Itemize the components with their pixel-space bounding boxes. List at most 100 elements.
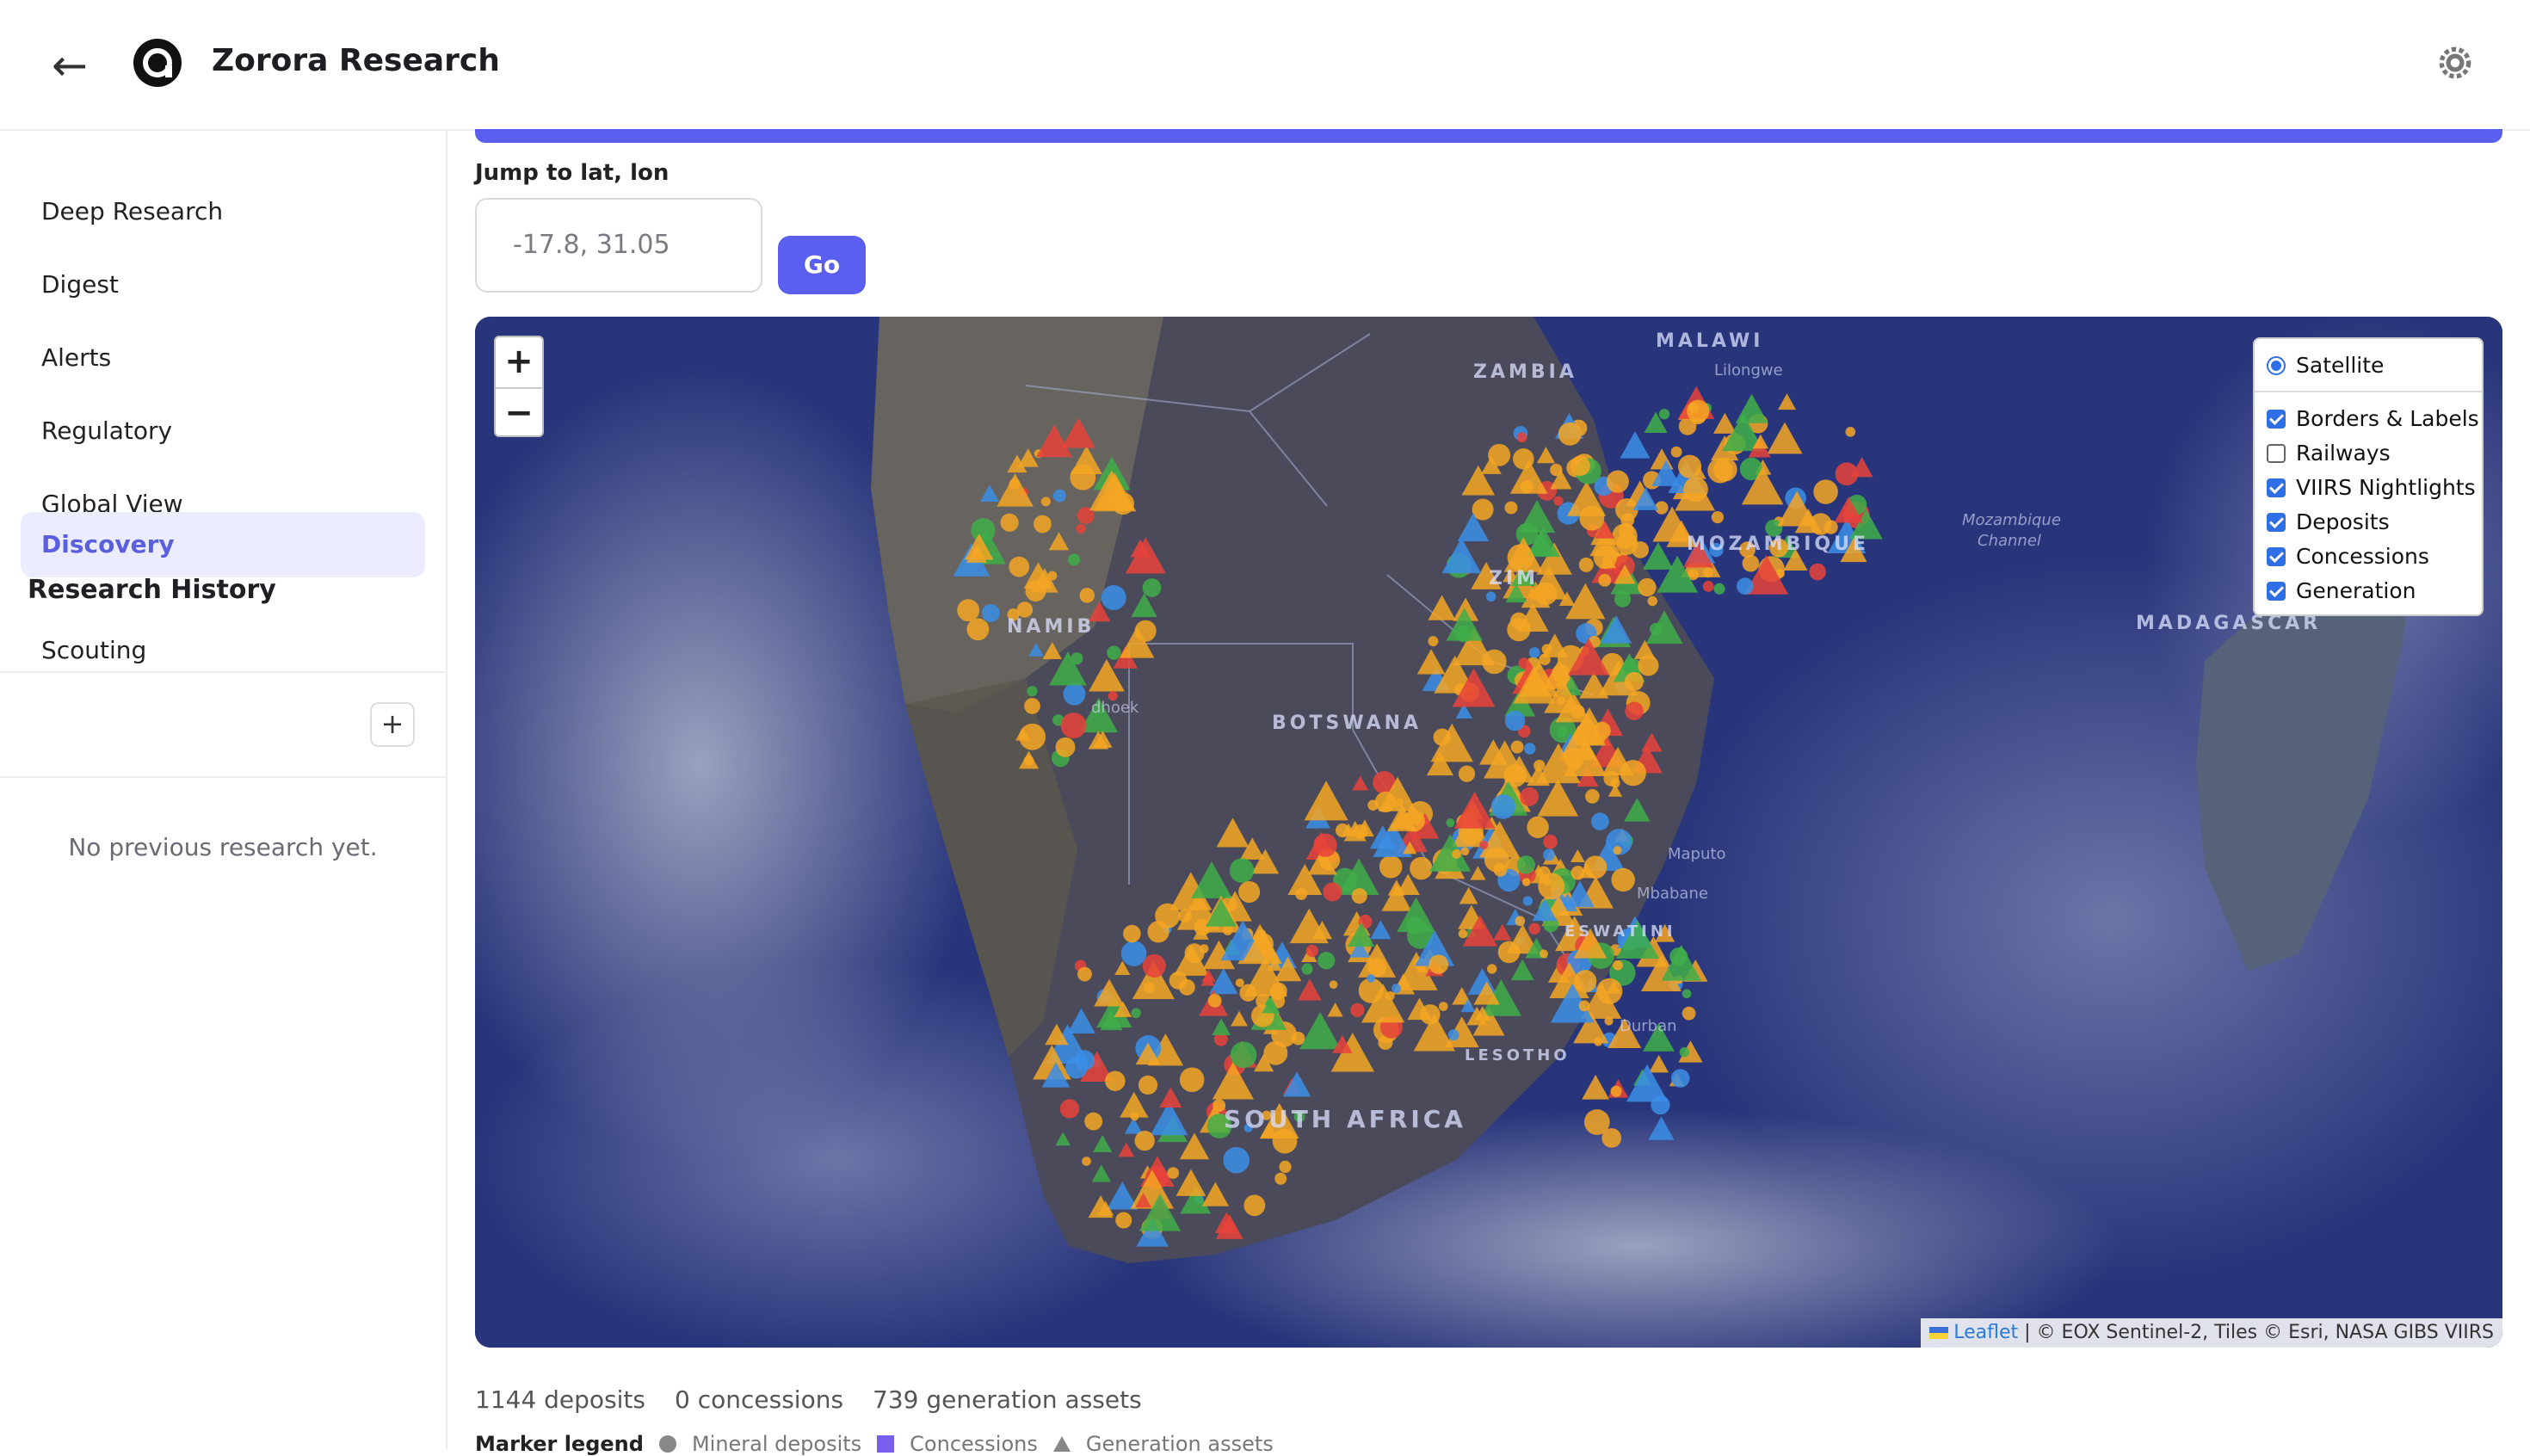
generation-marker[interactable] [1767, 422, 1803, 454]
deposit-marker[interactable] [1076, 523, 1086, 534]
deposit-marker[interactable] [1472, 498, 1494, 521]
deposit-marker[interactable] [1131, 1008, 1141, 1019]
deposit-marker[interactable] [1553, 496, 1564, 506]
deposit-marker[interactable] [1670, 446, 1682, 458]
generation-marker[interactable] [1048, 651, 1087, 686]
deposit-marker[interactable] [1452, 848, 1462, 859]
generation-marker[interactable] [1136, 1217, 1169, 1247]
generation-marker[interactable] [1093, 730, 1113, 748]
deposit-marker[interactable] [1611, 867, 1635, 892]
layer-railways[interactable]: Railways [2267, 439, 2391, 468]
generation-marker[interactable] [1378, 776, 1417, 811]
deposit-marker[interactable] [1823, 520, 1838, 534]
generation-marker[interactable] [1573, 1011, 1609, 1044]
layer-viirs[interactable]: VIIRS Nightlights [2267, 473, 2476, 503]
generation-marker[interactable] [1453, 597, 1479, 621]
generation-marker[interactable] [1472, 1007, 1505, 1036]
generation-marker[interactable] [1216, 817, 1250, 848]
generation-marker[interactable] [1573, 928, 1607, 959]
generation-marker[interactable] [1537, 779, 1579, 817]
generation-marker[interactable] [1243, 928, 1280, 962]
generation-marker[interactable] [1413, 1013, 1456, 1052]
generation-marker[interactable] [1262, 996, 1280, 1014]
checkbox-checked-icon[interactable] [2267, 410, 2286, 429]
generation-marker[interactable] [1503, 537, 1543, 572]
generation-marker[interactable] [1214, 1212, 1238, 1234]
generation-marker[interactable] [1510, 959, 1534, 981]
deposit-marker[interactable] [1230, 1041, 1257, 1069]
generation-marker[interactable] [1135, 1193, 1152, 1208]
deposit-marker[interactable] [1570, 455, 1590, 477]
generation-marker[interactable] [1460, 998, 1476, 1013]
generation-marker[interactable] [1150, 1101, 1188, 1136]
deposit-marker[interactable] [1515, 916, 1526, 927]
generation-marker[interactable] [1452, 668, 1496, 707]
generation-marker[interactable] [1243, 956, 1288, 996]
generation-marker[interactable] [1614, 564, 1636, 584]
generation-marker[interactable] [1041, 1062, 1071, 1088]
deposit-marker[interactable] [1647, 595, 1658, 607]
deposit-marker[interactable] [1845, 427, 1856, 437]
deposit-marker[interactable] [1552, 663, 1570, 682]
generation-marker[interactable] [1212, 1018, 1231, 1035]
deposit-marker[interactable] [1578, 1000, 1590, 1012]
generation-marker[interactable] [1474, 1006, 1490, 1021]
generation-marker[interactable] [1330, 1032, 1375, 1072]
generation-marker[interactable] [997, 473, 1034, 507]
deposit-marker[interactable] [1683, 477, 1708, 503]
deposit-marker[interactable] [1009, 478, 1021, 490]
deposit-marker[interactable] [1016, 602, 1034, 618]
deposit-marker[interactable] [981, 603, 1000, 622]
generation-marker[interactable] [1201, 969, 1216, 982]
deposit-marker[interactable] [1583, 1109, 1610, 1135]
radio-icon[interactable] [2267, 356, 2286, 375]
deposit-marker[interactable] [1682, 1006, 1696, 1021]
deposit-marker[interactable] [1055, 737, 1076, 757]
deposit-marker[interactable] [1130, 1112, 1139, 1121]
generation-marker[interactable] [1042, 642, 1062, 660]
generation-marker[interactable] [1607, 784, 1623, 797]
checkbox-checked-icon[interactable] [2267, 513, 2286, 532]
sidebar-item-scouting[interactable]: Scouting [41, 636, 147, 664]
generation-marker[interactable] [1240, 837, 1265, 860]
generation-marker[interactable] [1080, 1051, 1114, 1082]
map-view[interactable]: ZAMBIA MALAWI Lilongwe MOZAMBIQUE Mozamb… [475, 317, 2502, 1348]
deposit-marker[interactable] [1184, 943, 1205, 964]
deposit-marker[interactable] [1485, 591, 1496, 602]
generation-marker[interactable] [1093, 1135, 1113, 1153]
deposit-marker[interactable] [1272, 1128, 1298, 1154]
deposit-marker[interactable] [1206, 1114, 1232, 1138]
generation-marker[interactable] [1509, 460, 1548, 494]
deposit-marker[interactable] [1134, 1131, 1155, 1151]
deposit-marker[interactable] [1000, 513, 1019, 532]
deposit-marker[interactable] [1515, 522, 1539, 546]
generation-marker[interactable] [1201, 1181, 1230, 1206]
generation-marker[interactable] [1176, 1169, 1206, 1196]
deposit-marker[interactable] [1023, 756, 1034, 766]
generation-marker[interactable] [1036, 424, 1073, 458]
generation-marker[interactable] [1297, 978, 1322, 1001]
deposit-marker[interactable] [1179, 1067, 1205, 1093]
deposit-marker[interactable] [1274, 1172, 1287, 1185]
deposit-marker[interactable] [1458, 929, 1468, 939]
generation-marker[interactable] [1407, 997, 1432, 1021]
generation-marker[interactable] [1327, 1003, 1343, 1017]
generation-marker[interactable] [1361, 984, 1405, 1023]
generation-marker[interactable] [1481, 455, 1502, 474]
generation-marker[interactable] [1091, 1164, 1111, 1182]
generation-marker[interactable] [1311, 921, 1333, 940]
generation-marker[interactable] [1282, 1071, 1311, 1097]
generation-marker[interactable] [1212, 1062, 1255, 1100]
deposit-marker[interactable] [1606, 829, 1632, 855]
deposit-marker[interactable] [1243, 1194, 1266, 1217]
generation-marker[interactable] [1403, 841, 1417, 854]
generation-marker[interactable] [1370, 920, 1392, 940]
generation-marker[interactable] [1179, 1132, 1210, 1160]
deposit-marker[interactable] [1516, 855, 1536, 874]
deposit-marker[interactable] [1520, 480, 1533, 494]
zoom-out-button[interactable]: − [504, 393, 534, 433]
generation-marker[interactable] [1620, 431, 1651, 459]
deposit-marker[interactable] [966, 618, 990, 641]
deposit-marker[interactable] [1223, 1146, 1250, 1174]
deposit-marker[interactable] [1052, 489, 1066, 503]
